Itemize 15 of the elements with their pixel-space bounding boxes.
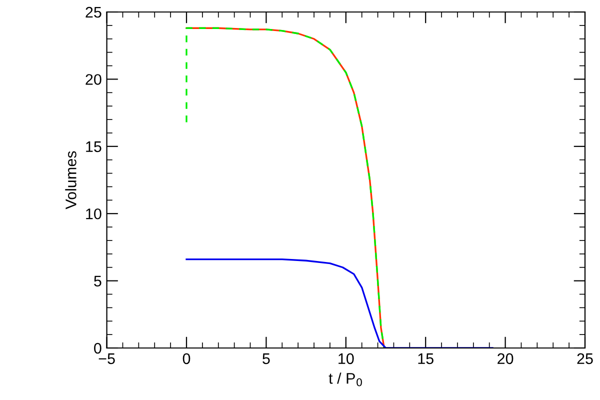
y-tick-label: 5 bbox=[94, 276, 102, 286]
y-axis-title: Volumes bbox=[65, 151, 76, 210]
x-tick-label: 20 bbox=[498, 353, 514, 364]
x-tick-label: 25 bbox=[577, 353, 593, 364]
x-tick-label: 10 bbox=[338, 353, 354, 364]
x-tick-label: 15 bbox=[418, 353, 434, 364]
x-tick-label: 0 bbox=[182, 353, 190, 364]
x-tick-label: 5 bbox=[262, 353, 270, 364]
y-tick-label: 25 bbox=[86, 6, 102, 18]
y-tick-label: 0 bbox=[94, 342, 102, 354]
x-axis-title: t / P$_{0}$ bbox=[328, 372, 362, 386]
y-tick-label: 20 bbox=[86, 74, 102, 85]
y-tick-label: 15 bbox=[86, 141, 102, 152]
x-tick-label: −5 bbox=[98, 353, 115, 364]
y-tick-label: 10 bbox=[86, 208, 102, 220]
